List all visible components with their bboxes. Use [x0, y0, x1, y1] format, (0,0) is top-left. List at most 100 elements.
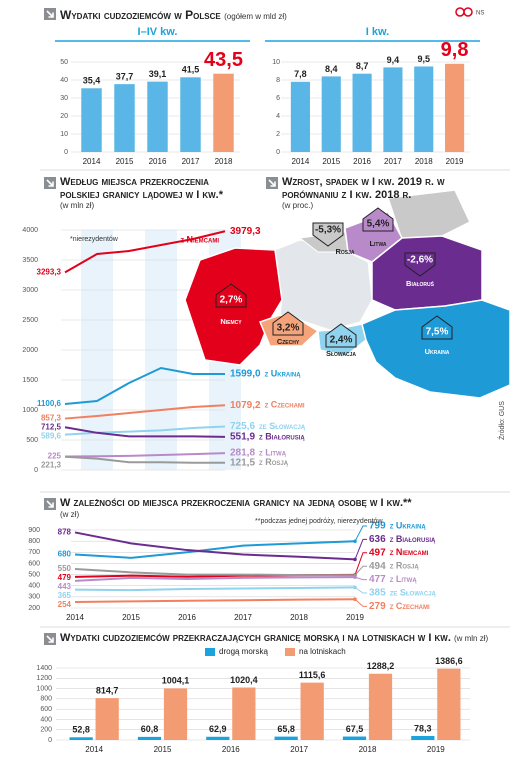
y-tick-label: 500 [26, 437, 38, 444]
y-tick-label: 4000 [22, 227, 38, 234]
x-tick-label: 2017 [234, 613, 252, 622]
legend-label: na lotniskach [299, 647, 346, 656]
map-title-block: Wzrost, spadek w I kw. 2019 r. w porówna… [282, 176, 482, 210]
end-label: 385 [369, 588, 386, 599]
start-label: 365 [58, 591, 72, 600]
end-dot [353, 597, 357, 601]
leader-line [354, 598, 367, 607]
change-label: 2,4% [330, 335, 353, 346]
x-tick-label: 2014 [85, 745, 103, 754]
start-label: 254 [58, 600, 72, 609]
section-icon-arrow [46, 500, 54, 508]
y-tick-label: 2500 [22, 317, 38, 324]
y-tick-label: 30 [60, 95, 68, 102]
chart-title: Według miejsca przekroczenia polskiej gr… [60, 176, 224, 201]
series-name: z Niemcami [180, 235, 219, 245]
bar [437, 668, 461, 740]
y-tick-label: 3000 [22, 287, 38, 294]
line2-title-block: W zależności od miejsca przekroczenia gr… [60, 497, 500, 519]
start-label: 712,5 [41, 423, 62, 432]
x-tick-label: 2015 [154, 745, 172, 754]
bar [163, 688, 188, 740]
y-tick-label: 800 [28, 538, 40, 545]
start-label: 479 [58, 573, 72, 582]
series-line [74, 586, 356, 592]
series-line [74, 540, 356, 559]
bar [69, 737, 93, 740]
series-line [64, 425, 226, 436]
value-label: 37,7 [116, 72, 134, 82]
chart-note: **podczas jednej podróży, nierezydentów [255, 518, 383, 525]
end-label: 477 [369, 574, 386, 585]
start-label: 221,3 [41, 461, 62, 470]
leader-line [354, 525, 367, 542]
bar [368, 673, 393, 740]
chart-title: Wydatki cudzoziemców przekraczających gr… [60, 632, 451, 644]
bar [352, 73, 372, 152]
section-icon-arrow [46, 179, 54, 187]
series-line [74, 576, 356, 582]
end-label: 3979,3 [230, 226, 261, 237]
y-tick-label: 400 [28, 583, 40, 590]
end-dot [353, 575, 357, 579]
end-dot [353, 539, 357, 544]
start-label: 1100,6 [37, 399, 62, 408]
bar [232, 687, 256, 740]
region-name: Litwa [369, 239, 386, 248]
logo-mark [455, 7, 465, 17]
value-label: 1020,4 [230, 675, 258, 685]
x-tick-label: 2016 [178, 613, 196, 622]
bar [300, 682, 324, 740]
start-label: 550 [58, 564, 72, 573]
end-label: 121,5 [230, 457, 255, 468]
y-tick-label: 6 [276, 95, 280, 102]
y-tick-label: 400 [40, 716, 52, 723]
value-label: 9,5 [417, 54, 430, 64]
series-name: z Czechami [265, 400, 305, 410]
y-tick-label: 200 [40, 727, 52, 734]
chart-subtitle: (w mln zł) [453, 634, 489, 643]
bar [114, 84, 135, 152]
bar [290, 81, 310, 152]
series-line [74, 531, 356, 561]
value-label: 52,8 [72, 725, 90, 735]
end-label: 281,8 [230, 448, 255, 459]
series-name: z Białorusią [390, 534, 436, 544]
legend-swatch [205, 648, 215, 656]
header: Wydatki cudzoziemców w Polsce (ogółem w … [60, 8, 287, 23]
chart-subtitle: (w zł) [60, 509, 80, 519]
y-tick-label: 0 [48, 737, 52, 744]
x-tick-label: 2018 [290, 613, 308, 622]
series-line [64, 455, 226, 464]
end-label: 1599,0 [230, 369, 261, 380]
series-line [74, 568, 356, 577]
value-label: 35,4 [83, 76, 101, 86]
value-label: 7,8 [294, 69, 307, 79]
x-tick-label: 2016 [222, 745, 240, 754]
bar [95, 698, 119, 740]
y-tick-label: 200 [28, 605, 40, 612]
y-tick-label: 2 [276, 131, 280, 138]
change-label: -5,3% [315, 225, 341, 236]
value-label: 43,5 [204, 49, 243, 71]
value-label: 814,7 [96, 685, 119, 695]
value-label: 1004,1 [162, 676, 190, 686]
value-label: 65,8 [277, 724, 295, 734]
start-label: 857,3 [41, 414, 62, 423]
y-tick-label: 1500 [22, 377, 38, 384]
source: Źródło: GUS [497, 401, 506, 440]
x-tick-label: 2019 [427, 745, 445, 754]
region-name: Czechy [277, 337, 300, 346]
bar [342, 736, 367, 740]
bar [383, 67, 403, 152]
panel-title: I–IV kw. [138, 26, 178, 38]
change-label: 2,7% [220, 295, 243, 306]
x-tick-label: 2015 [322, 157, 340, 166]
region-name: Białoruś [406, 279, 435, 288]
section-icon-arrow [268, 179, 276, 187]
change-arrow [272, 311, 304, 336]
y-tick-label: 8 [276, 77, 280, 84]
value-label: 1386,6 [435, 656, 463, 666]
x-tick-label: 2016 [149, 157, 167, 166]
